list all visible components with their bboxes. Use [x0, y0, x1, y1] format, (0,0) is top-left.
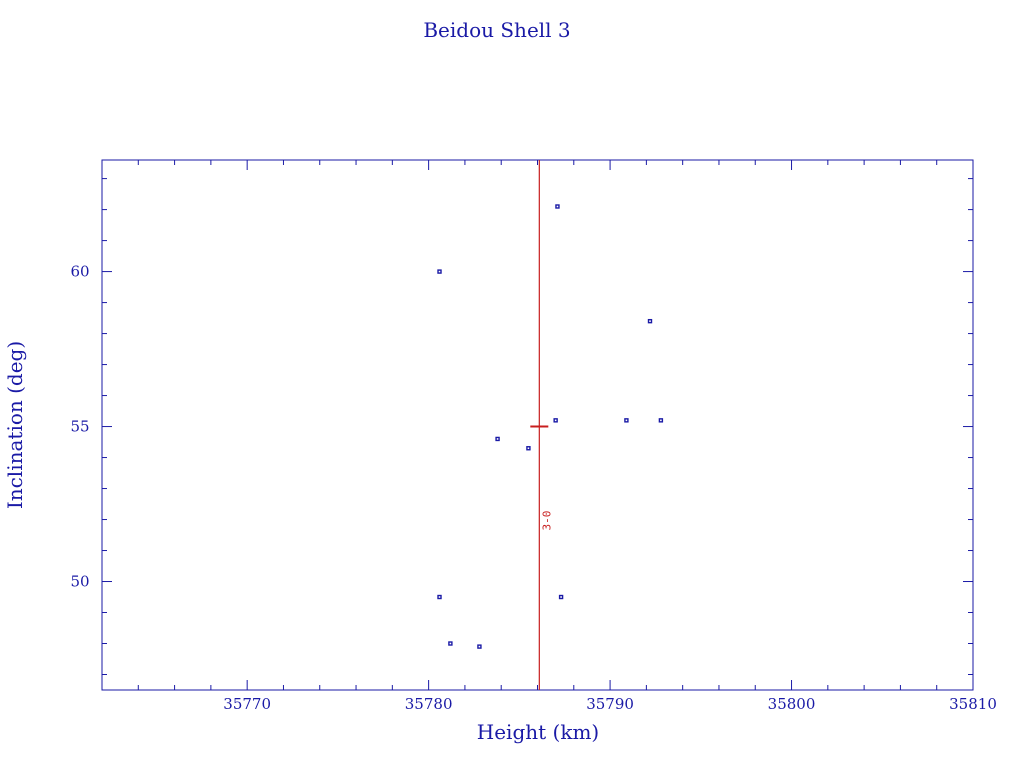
data-point: [437, 594, 442, 600]
chart-title: Beidou Shell 3: [423, 18, 570, 42]
x-tick-label: 35810: [949, 695, 997, 713]
x-axis-label: Height (km): [477, 720, 599, 744]
data-point: [437, 269, 442, 274]
data-point: [555, 204, 560, 209]
marker-label: 3-0: [540, 511, 553, 531]
y-axis-label: Inclination (deg): [3, 341, 27, 509]
data-points: [437, 204, 664, 649]
axis-ticks: [101, 160, 974, 690]
x-tick-labels: 35770 35780 35790 35800 35810: [223, 695, 997, 713]
data-point: [647, 318, 653, 324]
y-tick-label: 50: [70, 573, 89, 591]
x-tick-label: 35770: [223, 695, 271, 713]
data-point: [448, 641, 453, 646]
data-point: [658, 418, 664, 423]
data-point: [526, 446, 531, 451]
y-tick-labels: 50 55 60: [70, 263, 89, 591]
plot-frame: [101, 159, 974, 691]
x-tick-label: 35780: [405, 695, 453, 713]
x-tick-label: 35800: [768, 695, 816, 713]
data-point: [624, 418, 629, 423]
x-tick-label: 35790: [586, 695, 634, 713]
y-tick-label: 55: [70, 418, 89, 436]
data-point: [495, 436, 500, 442]
data-point: [553, 418, 558, 423]
data-point: [558, 594, 564, 600]
data-point: [477, 644, 482, 649]
y-tick-label: 60: [70, 263, 89, 281]
